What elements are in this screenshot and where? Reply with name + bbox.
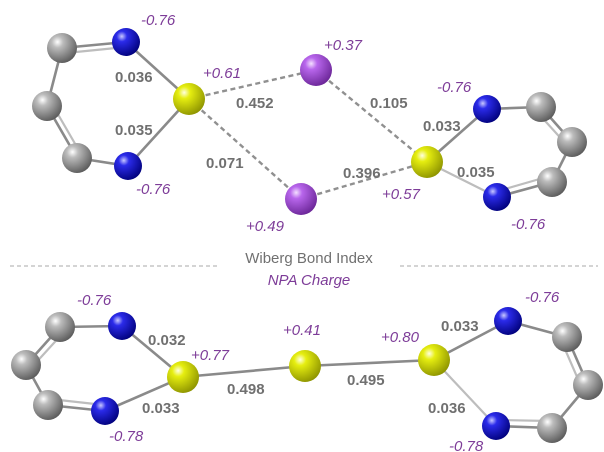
bottom-charge-n-upper-left: -0.76: [77, 292, 112, 309]
bottom-charge-s-right: +0.80: [381, 329, 420, 346]
top-charge-n-upper-left: -0.76: [141, 12, 176, 29]
bottom-charge-s-center: +0.41: [283, 322, 321, 339]
top-wbi-s-i-lower: 0.071: [206, 155, 244, 172]
bottom-charge-n-lower-right: -0.78: [449, 438, 484, 452]
top-charge-n-lower-right: -0.76: [511, 216, 546, 233]
bottom-wbi-n-s-lower-left: 0.033: [142, 400, 180, 417]
carbon-atom: [526, 92, 556, 122]
top-structure: -0.76 -0.76 +0.61 +0.37 +0.49 +0.57 -0.7…: [32, 12, 587, 235]
bottom-charge-n-upper-right: -0.76: [525, 289, 560, 306]
top-bond-s-i-upper: [188, 68, 317, 101]
top-charge-s-right: +0.57: [382, 186, 421, 203]
top-wbi-n-s-upper-right: 0.033: [423, 118, 461, 135]
bottom-bond-s-s-left: [181, 364, 307, 379]
carbon-atom: [11, 350, 41, 380]
carbon-atom: [45, 312, 75, 342]
sulfur-atom: [411, 146, 443, 178]
top-charge-n-lower-left: -0.76: [136, 181, 171, 198]
top-wbi-n-s-lower-right: 0.035: [457, 164, 495, 181]
bottom-charge-s-left: +0.77: [191, 347, 230, 364]
bottom-structure: -0.76 -0.78 +0.77 +0.41 +0.80 -0.76 -0.7…: [11, 289, 603, 452]
top-charge-s-left: +0.61: [203, 65, 241, 82]
top-bond-i-s-upper-right: [315, 69, 428, 163]
top-wbi-n-s-lower-left: 0.035: [115, 122, 153, 139]
top-wbi-s-i-upper: 0.452: [236, 95, 274, 112]
bottom-wbi-n-s-upper-right: 0.033: [441, 318, 479, 335]
bottom-wbi-s-s-left: 0.498: [227, 381, 265, 398]
nitrogen-atom: [108, 312, 136, 340]
nitrogen-atom: [91, 397, 119, 425]
nitrogen-atom: [112, 28, 140, 56]
carbon-atom: [62, 143, 92, 173]
carbon-atom: [47, 33, 77, 63]
bottom-wbi-n-s-upper-left: 0.032: [148, 332, 186, 349]
sulfur-atom: [173, 83, 205, 115]
sulfur-atom: [289, 350, 321, 382]
nitrogen-atom: [114, 152, 142, 180]
nitrogen-atom: [482, 412, 510, 440]
top-wbi-n-s-upper-left: 0.036: [115, 69, 153, 86]
sulfur-atom: [167, 361, 199, 393]
top-bond-s-i-lower: [188, 98, 302, 200]
legend: Wiberg Bond Index NPA Charge: [10, 250, 598, 289]
bottom-wbi-s-s-right: 0.495: [347, 372, 385, 389]
carbon-atom: [537, 413, 567, 443]
iodine-atom: [300, 54, 332, 86]
top-wbi-i-s-upper-right: 0.105: [370, 95, 408, 112]
top-bond-i-s-lower-right: [300, 160, 428, 201]
nitrogen-atom: [483, 183, 511, 211]
carbon-atom: [32, 91, 62, 121]
carbon-atom: [573, 370, 603, 400]
bottom-charge-n-lower-left: -0.78: [109, 428, 144, 445]
carbon-atom: [537, 167, 567, 197]
nitrogen-atom: [473, 95, 501, 123]
bottom-wbi-n-s-lower-right: 0.036: [428, 400, 466, 417]
carbon-atom: [557, 127, 587, 157]
top-charge-n-upper-right: -0.76: [437, 79, 472, 96]
carbon-atom: [33, 390, 63, 420]
top-charge-i-upper: +0.37: [324, 37, 363, 54]
carbon-atom: [552, 322, 582, 352]
legend-bond-index-label: Wiberg Bond Index: [245, 250, 373, 267]
top-charge-i-lower: +0.49: [246, 218, 285, 235]
legend-charge-label: NPA Charge: [268, 272, 351, 289]
top-wbi-i-s-lower-right: 0.396: [343, 165, 381, 182]
iodine-atom: [285, 183, 317, 215]
sulfur-atom: [418, 344, 450, 376]
bottom-bond-s-s-right: [303, 358, 436, 368]
nitrogen-atom: [494, 307, 522, 335]
